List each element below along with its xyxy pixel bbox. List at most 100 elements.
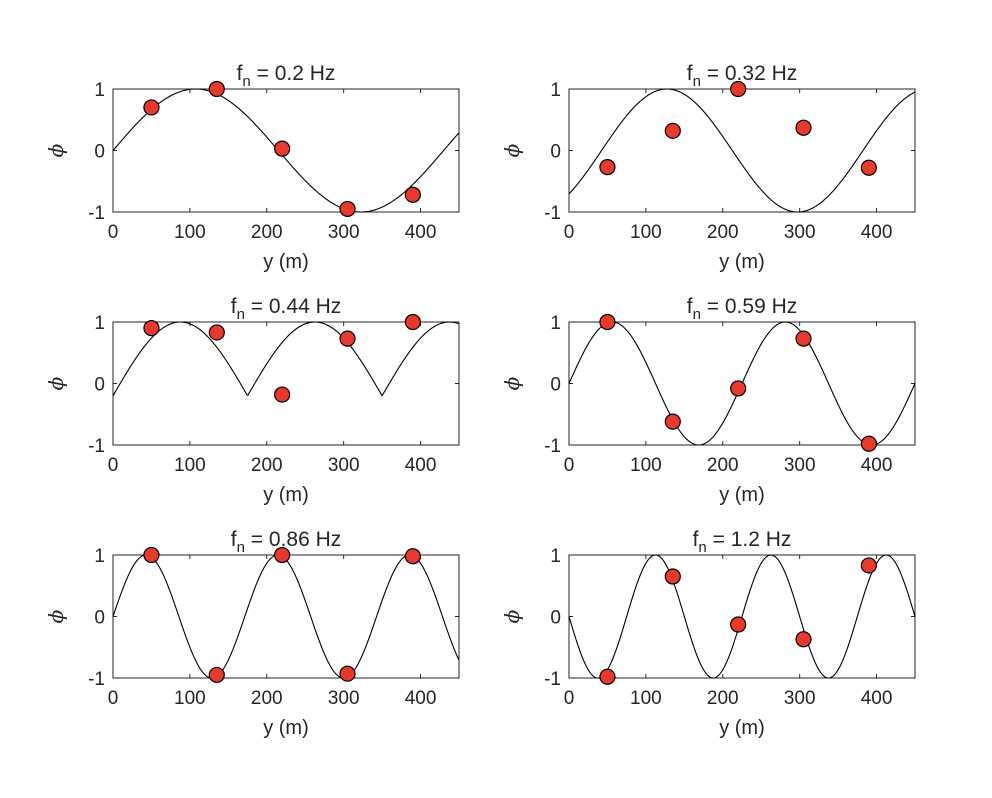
data-point <box>143 546 160 564</box>
data-point <box>339 665 356 682</box>
y-tick-label: 0 <box>550 142 561 163</box>
mode-shape-line <box>569 554 915 679</box>
x-tick-label: 200 <box>251 455 283 476</box>
y-tick-label: 1 <box>94 313 105 334</box>
subplot-title: fn = 0.2 Hz <box>237 62 336 90</box>
title-subscript: n <box>693 73 701 90</box>
title-subscript: n <box>237 539 245 556</box>
title-symbol: f <box>687 62 693 85</box>
title-subscript: n <box>698 539 706 556</box>
x-tick-label: 100 <box>630 222 662 243</box>
y-axis-label: ϕ <box>44 376 68 390</box>
x-tick-label: 100 <box>630 688 662 709</box>
x-axis-label: y (m) <box>263 251 309 273</box>
data-point <box>860 435 877 452</box>
data-point <box>795 330 812 347</box>
data-point <box>599 313 616 331</box>
data-point <box>599 159 616 176</box>
data-point <box>404 548 421 565</box>
data-point <box>404 313 421 331</box>
y-tick-label: 0 <box>94 375 105 396</box>
x-tick-label: 400 <box>405 688 437 709</box>
x-axis-label: y (m) <box>263 717 309 739</box>
title-value: = 0.59 Hz <box>701 295 797 318</box>
y-tick-label: 1 <box>550 80 561 101</box>
subplot-title: fn = 0.59 Hz <box>687 295 798 323</box>
y-tick-label: 0 <box>550 375 561 396</box>
y-axis-label: ϕ <box>500 376 524 390</box>
title-subscript: n <box>242 73 250 90</box>
y-tick-label: 1 <box>550 546 561 567</box>
y-tick-label: 1 <box>94 546 105 567</box>
data-point <box>274 386 291 403</box>
data-point <box>795 631 812 648</box>
title-symbol: f <box>237 62 243 85</box>
axes-box <box>112 554 460 679</box>
data-point <box>664 413 681 430</box>
data-point <box>274 140 291 157</box>
title-symbol: f <box>693 528 699 551</box>
title-symbol: f <box>231 295 237 318</box>
y-tick-label: -1 <box>544 669 561 690</box>
x-tick-label: 400 <box>861 455 893 476</box>
data-point <box>143 320 160 337</box>
data-point <box>208 666 225 684</box>
y-tick-label: 1 <box>550 313 561 334</box>
data-point <box>664 568 681 585</box>
x-tick-label: 100 <box>630 455 662 476</box>
x-axis-label: y (m) <box>263 484 309 506</box>
subplot-title: fn = 0.44 Hz <box>231 295 342 323</box>
data-point <box>860 557 877 574</box>
x-tick-label: 300 <box>784 688 816 709</box>
mode-shape-line <box>113 554 459 679</box>
x-tick-label: 0 <box>564 455 575 476</box>
data-point <box>599 668 616 685</box>
mode-shape-line <box>569 88 915 213</box>
data-point <box>860 159 877 176</box>
x-tick-label: 100 <box>174 222 206 243</box>
x-tick-label: 400 <box>405 222 437 243</box>
mode-shape-line <box>113 88 459 213</box>
x-tick-label: 0 <box>564 688 575 709</box>
axes-box <box>112 321 460 446</box>
x-tick-label: 200 <box>707 222 739 243</box>
data-point <box>143 99 160 116</box>
data-point <box>795 119 812 136</box>
subplot-title: fn = 0.32 Hz <box>687 62 798 90</box>
title-value: = 0.86 Hz <box>245 528 341 551</box>
y-tick-label: 0 <box>94 142 105 163</box>
y-tick-label: -1 <box>544 203 561 224</box>
title-value: = 1.2 Hz <box>707 528 792 551</box>
x-tick-label: 0 <box>108 688 119 709</box>
subplot-title: fn = 0.86 Hz <box>231 528 342 556</box>
x-tick-label: 200 <box>251 222 283 243</box>
x-tick-label: 400 <box>861 688 893 709</box>
x-tick-label: 300 <box>328 688 360 709</box>
mode-shape-line <box>113 321 459 397</box>
y-tick-label: 0 <box>94 608 105 629</box>
data-point <box>664 122 681 139</box>
data-point <box>730 616 747 633</box>
x-tick-label: 300 <box>328 222 360 243</box>
x-tick-label: 200 <box>251 688 283 709</box>
x-axis-label: y (m) <box>719 717 765 739</box>
x-axis-label: y (m) <box>719 484 765 506</box>
x-tick-label: 100 <box>174 455 206 476</box>
x-tick-label: 200 <box>707 688 739 709</box>
title-subscript: n <box>237 306 245 323</box>
data-point <box>339 330 356 347</box>
data-point <box>404 186 421 203</box>
x-tick-label: 300 <box>784 455 816 476</box>
x-axis-label: y (m) <box>719 251 765 273</box>
y-axis-label: ϕ <box>500 143 524 157</box>
title-value: = 0.32 Hz <box>701 62 797 85</box>
title-symbol: f <box>687 295 693 318</box>
x-tick-label: 300 <box>784 222 816 243</box>
x-tick-label: 0 <box>564 222 575 243</box>
data-point <box>208 324 225 341</box>
